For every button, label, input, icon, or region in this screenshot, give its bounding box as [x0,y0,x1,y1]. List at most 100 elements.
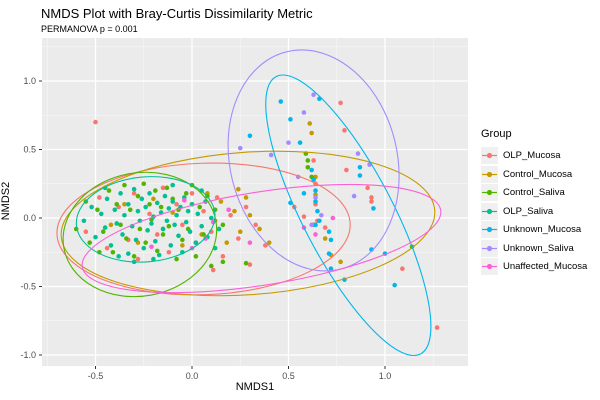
data-point [154,200,160,206]
data-point [247,133,253,139]
legend-key-icon [481,239,498,257]
data-point [160,185,166,191]
data-point [151,196,156,202]
data-point [344,167,349,173]
data-point [143,204,148,210]
data-point [237,145,243,151]
panel-content [42,38,468,366]
data-point [89,204,94,210]
data-point [114,202,120,207]
data-point [97,195,102,200]
data-point [154,232,160,237]
data-point [322,225,328,230]
legend-key-icon [481,202,498,220]
data-point [209,215,214,221]
data-point [166,249,172,255]
data-point [166,223,172,229]
legend-item: Control_Mucosa [481,165,599,183]
data-point [174,256,179,262]
data-point [131,191,137,196]
data-point [247,262,253,267]
data-point [218,199,224,204]
confidence-ellipse [60,150,436,297]
data-point [195,211,201,217]
data-point [174,202,179,207]
data-point [147,211,152,217]
data-point [338,100,343,106]
data-point [311,177,316,182]
data-point [209,229,214,234]
data-point [313,188,318,193]
data-point [122,202,127,207]
data-point [266,240,272,245]
legend-title: Group [481,128,512,140]
data-point [313,222,318,228]
data-point [365,185,370,191]
data-point [201,208,206,214]
data-point [120,232,125,237]
data-point [183,191,189,196]
data-point [187,229,193,234]
data-point [369,195,374,200]
data-point [104,245,110,251]
data-point [313,232,318,237]
data-point [220,259,226,265]
data-point [147,191,152,196]
series-Unknown_Mucosa [247,96,397,288]
x-tick-label: -0.5 [88,371,104,381]
data-point [307,121,313,126]
data-point [164,185,170,191]
data-point [122,212,127,218]
data-point [160,232,166,237]
legend-item-label: OLP_Saliva [503,205,554,217]
data-point [81,218,87,224]
legend-key-icon [481,184,498,201]
confidence-ellipse [62,171,218,298]
data-point [305,158,311,163]
data-point [278,99,284,104]
y-tick-label: 0.0 [23,213,36,223]
data-point [301,214,307,219]
legend-item: Unaffected_Mucosa [481,258,599,275]
data-point [181,197,187,203]
data-point [210,267,216,273]
data-point [311,92,316,97]
data-point [236,186,241,192]
data-point [226,207,231,213]
data-point [193,240,199,245]
confidence-ellipse [265,74,432,357]
data-point [156,252,162,258]
data-point [131,186,137,192]
x-tick-label: 1.0 [379,371,392,381]
data-point [158,204,164,210]
data-point [118,222,123,228]
data-point [247,240,253,245]
legend-item: Control_Saliva [481,184,599,201]
data-point [228,212,233,218]
data-point [180,243,185,248]
x-tick-label: 0.5 [282,371,295,381]
legend-key-icon [481,165,498,183]
data-point [183,219,189,225]
legend-item-label: Unaffected_Mucosa [503,261,588,272]
data-point [330,215,336,221]
data-point [236,236,241,241]
legend: Group OLP_Mucosa Control_Mucosa Control_Sa… [481,128,599,277]
data-point [268,152,274,158]
data-point [301,110,307,115]
data-point [176,233,181,239]
data-point [160,226,166,232]
data-point [216,226,222,232]
data-point [153,238,158,244]
data-point [151,256,156,262]
data-point [168,243,174,248]
data-point [180,237,185,243]
data-point [328,266,334,271]
data-point [110,249,116,255]
data-point [319,212,324,218]
data-point [87,240,93,245]
data-point [149,244,154,250]
data-point [201,232,206,237]
data-point [355,151,361,156]
